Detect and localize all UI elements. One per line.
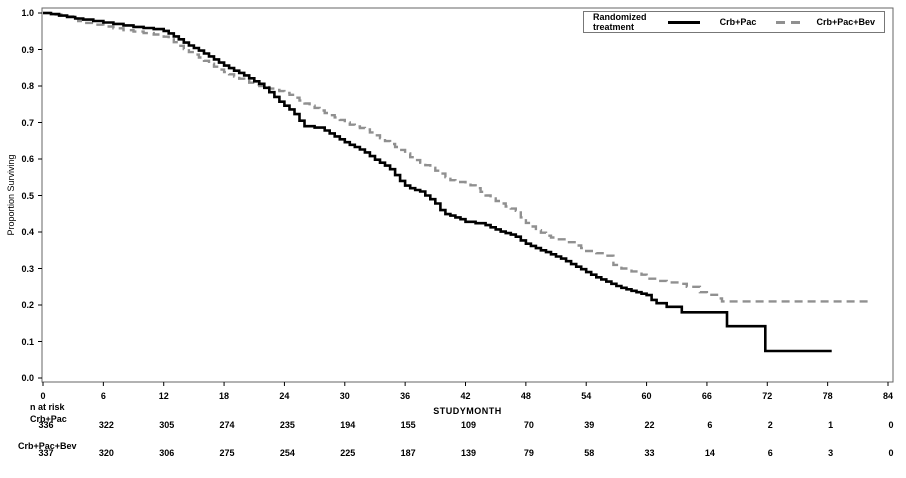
survival-curve-crb-pac-bev bbox=[43, 11, 870, 303]
risk-value-crb-pac-bev: 254 bbox=[279, 448, 295, 458]
x-tick-label: 42 bbox=[460, 391, 471, 401]
y-tick-label: 0.6 bbox=[21, 154, 34, 164]
x-tick-label: 84 bbox=[882, 391, 893, 401]
risk-value-crb-pac: 22 bbox=[644, 420, 655, 430]
risk-value-crb-pac-bev: 306 bbox=[159, 448, 175, 458]
y-tick-label: 0.1 bbox=[21, 336, 34, 347]
risk-value-crb-pac-bev: 79 bbox=[523, 448, 534, 458]
legend-entry-crb-pac: Crb+Pac bbox=[719, 17, 757, 27]
x-tick-label: 0 bbox=[40, 391, 46, 401]
x-tick-label: 66 bbox=[701, 391, 712, 401]
x-tick-label: 18 bbox=[219, 391, 230, 401]
risk-table-header: n at risk bbox=[30, 402, 65, 412]
risk-value-crb-pac: 155 bbox=[400, 420, 416, 430]
risk-value-crb-pac-bev: 0 bbox=[888, 448, 894, 458]
risk-row-label-crb-pac-bev: Crb+Pac+Bev bbox=[18, 441, 77, 451]
risk-value-crb-pac-bev: 225 bbox=[340, 448, 356, 458]
risk-value-crb-pac: 1 bbox=[828, 420, 834, 430]
risk-value-crb-pac: 0 bbox=[888, 420, 894, 430]
risk-value-crb-pac-bev: 139 bbox=[460, 448, 477, 458]
risk-value-crb-pac-bev: 6 bbox=[767, 448, 773, 458]
risk-value-crb-pac: 322 bbox=[98, 420, 114, 430]
y-tick-label: 0.8 bbox=[21, 81, 34, 91]
legend-title: Randomized treatment bbox=[593, 12, 647, 32]
legend-dashed-line-sample bbox=[776, 20, 804, 24]
risk-value-crb-pac-bev: 320 bbox=[98, 448, 114, 458]
legend: Randomized treatment Crb+Pac Crb+Pac+Bev bbox=[583, 11, 885, 33]
risk-value-crb-pac: 39 bbox=[584, 420, 595, 430]
risk-value-crb-pac-bev: 187 bbox=[400, 448, 416, 458]
risk-value-crb-pac: 109 bbox=[460, 420, 477, 430]
risk-value-crb-pac-bev: 58 bbox=[584, 448, 595, 458]
y-tick-label: 0.2 bbox=[21, 300, 34, 310]
legend-solid-line-sample bbox=[667, 20, 700, 24]
x-tick-label: 72 bbox=[762, 391, 773, 401]
risk-value-crb-pac: 6 bbox=[707, 420, 713, 430]
y-tick-label: 0.7 bbox=[21, 117, 34, 128]
y-tick-label: 0.4 bbox=[21, 227, 34, 237]
x-tick-label: 36 bbox=[400, 391, 411, 401]
risk-value-crb-pac: 194 bbox=[340, 420, 356, 430]
risk-value-crb-pac: 235 bbox=[279, 420, 295, 430]
x-tick-label: 30 bbox=[339, 391, 350, 401]
y-tick-label: 1.0 bbox=[21, 8, 34, 18]
x-tick-label: 78 bbox=[822, 391, 833, 401]
risk-row-label-crb-pac: Crb+Pac bbox=[30, 414, 67, 424]
risk-value-crb-pac: 336 bbox=[38, 420, 54, 430]
x-tick-label: 60 bbox=[641, 391, 652, 401]
risk-value-crb-pac-bev: 14 bbox=[704, 448, 715, 458]
survival-curve-crb-pac bbox=[43, 11, 832, 353]
x-axis-title: STUDYMONTH bbox=[433, 406, 502, 416]
risk-value-crb-pac-bev: 275 bbox=[219, 448, 235, 458]
x-tick-label: 6 bbox=[100, 391, 106, 401]
risk-value-crb-pac-bev: 3 bbox=[828, 448, 834, 458]
x-tick-label: 48 bbox=[520, 391, 531, 401]
y-tick-label: 0.5 bbox=[21, 190, 34, 201]
x-tick-label: 54 bbox=[581, 391, 592, 401]
risk-value-crb-pac-bev: 33 bbox=[644, 448, 655, 458]
risk-value-crb-pac-bev: 337 bbox=[38, 448, 54, 458]
y-tick-label: 0.0 bbox=[21, 373, 34, 383]
risk-value-crb-pac: 70 bbox=[523, 420, 534, 430]
legend-entry-crb-pac-bev: Crb+Pac+Bev bbox=[816, 17, 875, 27]
x-tick-label: 12 bbox=[158, 391, 169, 401]
risk-value-crb-pac: 274 bbox=[219, 420, 235, 430]
risk-value-crb-pac: 305 bbox=[159, 420, 175, 430]
y-tick-label: 0.9 bbox=[21, 44, 34, 55]
y-tick-label: 0.3 bbox=[21, 263, 34, 274]
risk-value-crb-pac: 2 bbox=[767, 420, 773, 430]
x-tick-label: 24 bbox=[279, 391, 290, 401]
